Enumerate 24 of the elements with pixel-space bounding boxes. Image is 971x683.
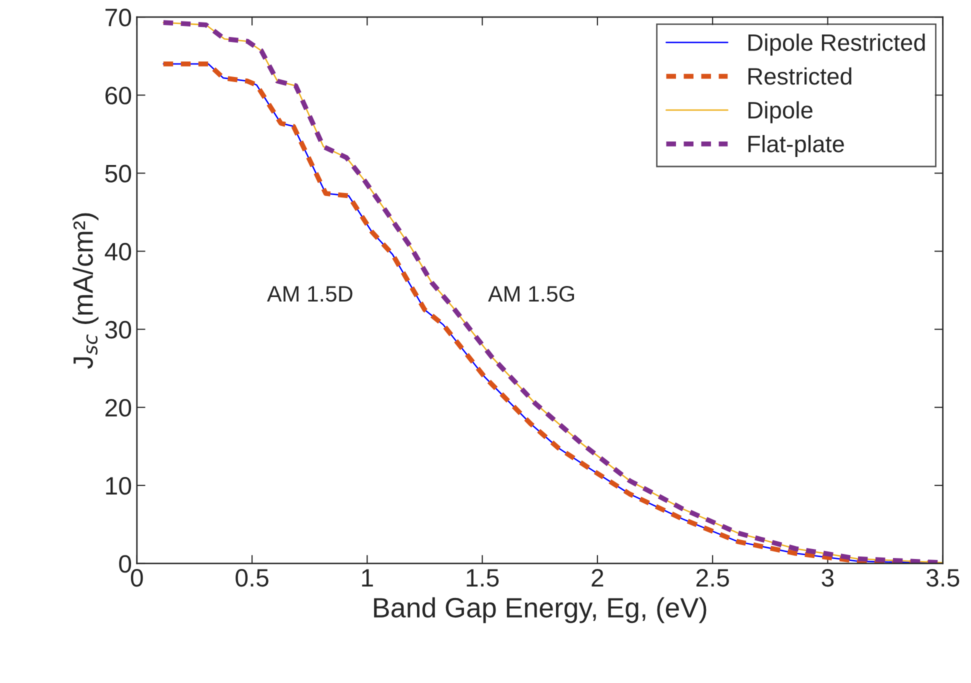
x-tick-label: 1 [362, 569, 373, 586]
y-tick-label: 50 [105, 164, 132, 182]
legend-label: Dipole [748, 101, 812, 124]
x-tick-label: 1.5 [466, 569, 499, 587]
y-tick-label: 60 [106, 86, 132, 104]
y-tick-label: 10 [106, 477, 132, 495]
legend-label: Flat-plate [748, 135, 844, 158]
x-tick-label: 2 [592, 568, 604, 586]
annotation: AM 1.5G [488, 286, 574, 302]
legend-label: Dipole Restricted [748, 34, 925, 56]
annotation: AM 1.5D [267, 286, 352, 302]
y-tick-label: 70 [106, 8, 132, 26]
x-tick-label: 0.5 [236, 568, 268, 587]
y-tick-label: 40 [104, 242, 132, 261]
y-tick-label: 30 [105, 320, 132, 339]
y-tick-label: 0 [119, 555, 132, 573]
legend-label: Restricted [748, 67, 852, 85]
y-axis-title: J$_{sc}$ (mA/cm²) [72, 213, 98, 369]
x-axis-title: Band Gap Energy, Eg, (eV) [374, 597, 706, 624]
x-tick-label: 3.5 [926, 568, 960, 587]
x-tick-label: 2.5 [696, 568, 729, 587]
y-tick-label: 20 [106, 398, 132, 417]
x-tick-label: 0 [130, 568, 143, 587]
x-tick-label: 3 [822, 568, 834, 587]
